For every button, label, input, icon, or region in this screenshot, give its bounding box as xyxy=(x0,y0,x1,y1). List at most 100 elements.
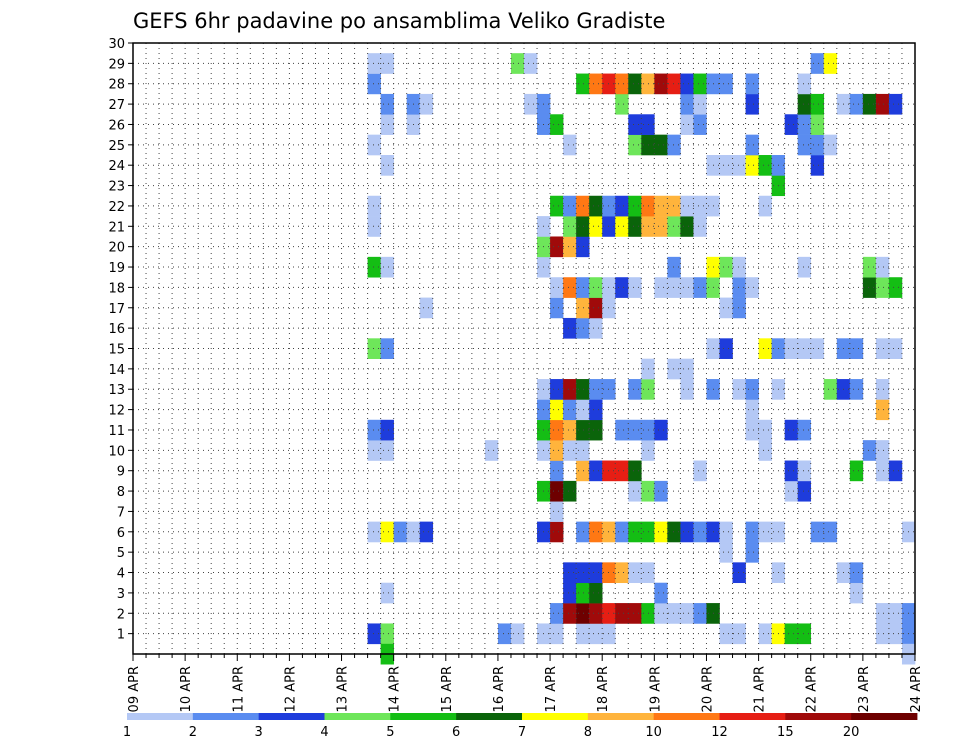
heatmap-cell xyxy=(524,93,538,115)
heatmap-cell xyxy=(667,603,681,624)
heatmap-cell xyxy=(745,521,759,543)
y-tick-label: 8 xyxy=(117,485,125,500)
heatmap-cell xyxy=(589,623,603,645)
grid-lines xyxy=(133,43,915,654)
heatmap-cell xyxy=(563,277,577,298)
heatmap-cell xyxy=(367,216,381,237)
heatmap-cell xyxy=(563,562,577,584)
heatmap-cell xyxy=(784,480,798,502)
y-tick-label: 22 xyxy=(108,200,125,215)
heatmap-cell xyxy=(758,440,772,461)
y-tick-label: 19 xyxy=(108,261,125,276)
heatmap-cell xyxy=(745,134,759,156)
heatmap-cell xyxy=(667,73,681,95)
heatmap-cell xyxy=(589,277,603,298)
legend-label: 5 xyxy=(386,725,394,740)
heatmap-cell xyxy=(550,480,564,502)
heatmap-cell xyxy=(550,501,564,522)
heatmap-cell xyxy=(758,419,772,441)
heatmap-cell xyxy=(745,379,759,400)
heatmap-cell xyxy=(823,134,838,156)
heatmap-cell xyxy=(576,460,590,482)
heatmap-cell xyxy=(576,379,590,400)
heatmap-cell xyxy=(589,562,603,584)
heatmap-cell xyxy=(732,379,746,400)
heatmap-cell xyxy=(719,73,733,95)
heatmap-cell xyxy=(576,236,590,258)
heatmap-cell xyxy=(745,399,759,421)
heatmap-cell xyxy=(875,440,890,461)
heatmap-cell xyxy=(576,317,590,339)
legend-label: 10 xyxy=(645,725,662,740)
heatmap-cell xyxy=(758,623,772,645)
heatmap-cell xyxy=(628,603,642,624)
heatmap-cell xyxy=(719,155,733,176)
heatmap-cell xyxy=(641,134,655,156)
legend-swatch xyxy=(324,713,391,720)
heatmap-cell xyxy=(380,256,394,278)
y-tick-label: 13 xyxy=(108,383,125,398)
heatmap-cell xyxy=(628,134,642,156)
heatmap-cell xyxy=(615,277,629,298)
heatmap-cell xyxy=(615,73,629,95)
heatmap-cell xyxy=(628,419,642,441)
heatmap-cell xyxy=(719,338,733,359)
heatmap-cell xyxy=(745,419,759,441)
heatmap-cell xyxy=(719,256,733,278)
heatmap-cell xyxy=(797,93,812,115)
heatmap-cell xyxy=(719,623,733,645)
y-tick-label: 15 xyxy=(108,343,125,358)
y-tick-label: 24 xyxy=(108,159,125,174)
heatmap-cell xyxy=(563,236,577,258)
heatmap-cell xyxy=(367,195,381,217)
heatmap-cell xyxy=(380,582,394,604)
heatmap-cell xyxy=(654,521,668,543)
y-tick-label: 3 xyxy=(117,587,125,602)
heatmap-cell xyxy=(589,297,603,319)
heatmap-cell xyxy=(641,480,655,502)
heatmap-cell xyxy=(576,277,590,298)
legend-swatch xyxy=(456,713,523,720)
heatmap-cell xyxy=(758,338,772,359)
heatmap-cell xyxy=(784,114,798,135)
legend-swatch xyxy=(851,713,918,720)
heatmap-cell xyxy=(589,399,603,421)
heatmap-cell xyxy=(628,460,642,482)
heatmap-cell xyxy=(497,623,512,645)
heatmap-cell xyxy=(628,216,642,237)
heatmap-cell xyxy=(680,195,694,217)
heatmap-cell xyxy=(615,195,629,217)
heatmap-cell xyxy=(875,338,890,359)
heatmap-cell xyxy=(380,155,394,176)
heatmap-cell xyxy=(550,236,564,258)
heatmap-cell xyxy=(654,603,668,624)
x-tick-label: 16 APR xyxy=(492,666,507,712)
y-tick-label: 16 xyxy=(108,322,125,337)
heatmap-cell xyxy=(628,277,642,298)
heatmap-cell xyxy=(380,440,394,461)
x-tick-label: 12 APR xyxy=(283,666,298,712)
heatmap-cell xyxy=(888,603,903,624)
heatmap-cell xyxy=(875,623,890,645)
heatmap-cell xyxy=(419,297,434,319)
heatmap-cell xyxy=(667,521,681,543)
heatmap-cell xyxy=(875,256,890,278)
legend-swatch xyxy=(127,713,194,720)
heatmap-cell xyxy=(888,338,903,359)
legend-swatch xyxy=(785,713,852,720)
heatmap-cell xyxy=(849,93,864,115)
heatmap-cell xyxy=(888,277,903,298)
heatmap-cell xyxy=(576,603,590,624)
heatmap-cell xyxy=(367,338,381,359)
heatmap-cell xyxy=(849,562,864,584)
heatmap-cell xyxy=(367,521,381,543)
legend-label: 12 xyxy=(711,725,728,740)
heatmap-cell xyxy=(875,399,890,421)
heatmap-cell xyxy=(654,195,668,217)
heatmap-cell xyxy=(576,440,590,461)
heatmap-cell xyxy=(862,440,877,461)
heatmap-cell xyxy=(784,338,798,359)
heatmap-cell xyxy=(367,53,381,74)
y-tick-label: 9 xyxy=(117,465,125,480)
